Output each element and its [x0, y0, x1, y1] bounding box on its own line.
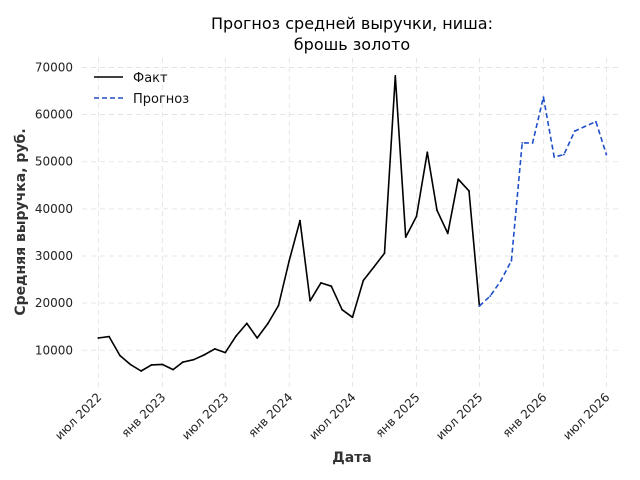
data-point-forecast — [478, 305, 481, 307]
y-tick-label: 70000 — [35, 60, 73, 74]
data-point-forecast — [489, 295, 492, 297]
data-point-fact — [119, 354, 121, 357]
data-point-forecast — [542, 96, 545, 99]
data-point-fact — [426, 151, 429, 154]
data-point-fact — [288, 259, 291, 262]
data-point-fact — [309, 299, 312, 302]
data-point-fact — [129, 363, 132, 366]
x-axis-label: Дата — [332, 450, 371, 466]
y-axis-ticks: 10000 20000 30000 40000 50000 60000 70000 — [35, 60, 73, 357]
data-point-fact — [150, 364, 153, 366]
y-tick-label: 60000 — [35, 108, 73, 122]
data-point-fact — [203, 354, 205, 356]
x-tick-label: янв 2026 — [500, 390, 550, 440]
chart-title-line-1: Прогноз средней выручки, ниша: — [211, 14, 493, 33]
grid — [82, 58, 622, 388]
x-tick-label: июл 2026 — [560, 390, 612, 442]
x-tick-label: июл 2025 — [433, 390, 485, 442]
data-point-fact — [213, 347, 216, 350]
y-tick-label: 20000 — [35, 296, 73, 310]
data-point-forecast — [573, 130, 576, 132]
x-axis-ticks: июл 2022 янв 2023 июл 2023 янв 2024 июл 2024… — [52, 390, 612, 442]
data-point-forecast — [563, 153, 565, 156]
data-point-fact — [446, 232, 449, 235]
data-point-fact — [140, 370, 143, 372]
y-tick-label: 50000 — [35, 155, 73, 169]
data-point-fact — [362, 279, 365, 282]
data-point-fact — [341, 308, 343, 311]
x-tick-label: июл 2024 — [306, 390, 358, 442]
y-tick-label: 40000 — [35, 202, 73, 216]
y-axis-label: Средняя выручка, руб. — [13, 128, 29, 315]
y-tick-label: 10000 — [35, 343, 73, 357]
data-point-fact — [319, 281, 322, 284]
data-point-fact — [224, 351, 227, 354]
x-tick-label: янв 2025 — [373, 390, 423, 440]
data-point-fact — [373, 265, 375, 268]
x-tick-label: янв 2024 — [246, 390, 296, 440]
data-point-fact — [256, 337, 259, 339]
data-point-fact — [181, 361, 184, 363]
data-point-fact — [235, 335, 237, 338]
legend-label-forecast: Прогноз — [133, 92, 189, 107]
series-layer — [97, 75, 608, 372]
data-point-forecast — [584, 125, 587, 128]
series-line-forecast — [478, 96, 608, 307]
data-point-fact — [468, 190, 470, 192]
data-point-forecast — [595, 120, 597, 123]
data-point-forecast — [605, 153, 608, 156]
data-point-fact — [161, 363, 164, 366]
data-point-fact — [383, 252, 386, 255]
data-point-fact — [457, 178, 460, 181]
data-point-fact — [351, 316, 354, 319]
x-tick-label: июл 2022 — [52, 390, 104, 442]
data-point-forecast — [531, 141, 534, 144]
data-point-fact — [330, 285, 333, 288]
data-point-fact — [192, 358, 195, 361]
data-point-forecast — [510, 259, 513, 262]
legend-label-fact: Факт — [133, 71, 168, 86]
x-tick-label: янв 2023 — [119, 390, 169, 440]
data-point-fact — [97, 337, 100, 339]
y-tick-label: 30000 — [35, 249, 73, 263]
data-point-fact — [299, 219, 301, 222]
data-point-fact — [415, 215, 418, 218]
data-point-fact — [245, 322, 248, 325]
data-point-forecast — [553, 156, 556, 158]
data-point-fact — [404, 236, 407, 239]
chart-title-line-2: брошь золото — [294, 35, 410, 54]
data-point-fact — [436, 209, 438, 212]
data-point-fact — [277, 304, 280, 307]
legend: Факт Прогноз — [94, 71, 189, 107]
data-point-fact — [108, 335, 111, 338]
data-point-forecast — [521, 141, 524, 144]
data-point-fact — [172, 368, 175, 371]
data-point-fact — [267, 322, 269, 325]
x-tick-label: июл 2023 — [179, 390, 231, 442]
data-point-forecast — [500, 279, 502, 282]
data-point-fact — [394, 75, 397, 77]
